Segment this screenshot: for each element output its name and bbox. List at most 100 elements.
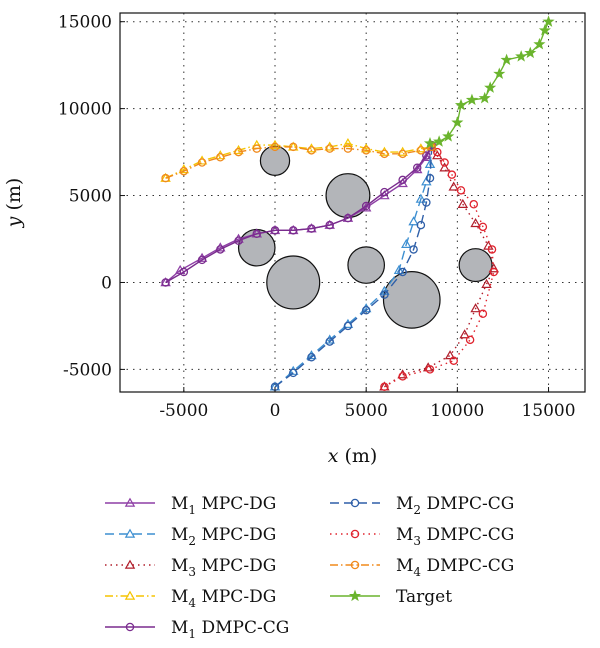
data-point	[380, 149, 389, 159]
legend-label-sub: 3	[188, 565, 196, 579]
obstacle-circle	[347, 246, 386, 284]
obstacle-circle	[237, 228, 276, 267]
legend-label-sub: 4	[413, 565, 421, 579]
data-point	[465, 335, 475, 345]
data-point	[481, 278, 492, 288]
data-point	[307, 224, 316, 233]
data-point	[398, 175, 407, 185]
data-point	[361, 146, 371, 155]
legend-label-m: M	[171, 494, 188, 514]
data-point	[306, 143, 317, 153]
data-point	[380, 290, 389, 299]
y-axis-var: y	[3, 216, 25, 228]
data-point	[470, 217, 481, 228]
data-point	[307, 146, 316, 155]
legend-label-m: M	[171, 618, 188, 638]
data-point	[470, 303, 481, 313]
legend-marker	[348, 589, 362, 602]
legend-label-suffix: Target	[396, 587, 452, 607]
data-point	[398, 149, 407, 159]
y-tick-label: 0	[101, 273, 112, 293]
data-point	[342, 137, 354, 148]
data-point	[440, 158, 449, 167]
data-point	[161, 278, 170, 287]
data-point	[423, 137, 437, 149]
legend-label-suffix: MPC-DG	[196, 525, 276, 545]
x-tick-label: 15000	[521, 401, 575, 421]
legend-label-suffix: DMPC-CG	[421, 494, 514, 514]
data-point	[442, 130, 455, 142]
series-line	[429, 21, 550, 145]
legend-label-sub: 4	[188, 596, 196, 610]
data-point	[234, 147, 243, 157]
data-point	[197, 255, 207, 265]
legend-label-m: M	[396, 494, 413, 514]
legend-label: M2 DMPC-CG	[396, 494, 514, 517]
legend-label-sub: 2	[188, 534, 196, 548]
data-point	[408, 216, 419, 226]
data-point	[456, 186, 466, 195]
x-tick-label: -5000	[159, 401, 208, 421]
legend-item: M4 MPC-DG	[105, 587, 276, 610]
data-point	[360, 143, 372, 153]
legend-label: Target	[396, 587, 452, 607]
legend-label: M4 DMPC-CG	[396, 556, 514, 579]
legend-marker	[124, 590, 136, 600]
data-point	[439, 162, 450, 172]
y-tick-label: 5000	[69, 187, 112, 207]
data-point	[270, 226, 280, 235]
data-point	[270, 142, 280, 152]
series	[160, 15, 555, 392]
legend-item: M3 MPC-DG	[105, 556, 276, 579]
data-point	[215, 150, 226, 160]
legend-label-suffix: DMPC-CG	[421, 525, 514, 545]
data-point	[422, 151, 431, 160]
legend-item: M3 DMPC-CG	[330, 525, 514, 548]
data-point	[538, 24, 551, 36]
legend-label-suffix: MPC-DG	[196, 556, 276, 576]
data-point	[449, 356, 458, 365]
data-point	[478, 91, 491, 104]
data-point	[484, 81, 497, 93]
data-point	[397, 146, 408, 156]
legend-label-m: M	[396, 525, 413, 545]
data-point	[179, 267, 189, 277]
data-point	[325, 220, 334, 230]
data-point	[216, 153, 225, 162]
data-point	[412, 163, 422, 172]
series-8	[423, 15, 555, 149]
y-tick-label: -5000	[63, 360, 112, 380]
series-line	[165, 142, 432, 179]
data-point	[457, 198, 469, 208]
data-point	[469, 199, 479, 209]
legend-label-suffix: DMPC-CG	[421, 556, 514, 576]
data-point	[487, 245, 497, 254]
data-point	[288, 226, 298, 235]
obstacle-circle	[259, 145, 291, 176]
data-point	[288, 368, 298, 378]
legend-marker	[350, 560, 360, 570]
plot-frame	[119, 12, 586, 393]
data-point	[397, 369, 408, 379]
data-point	[196, 155, 208, 165]
data-point	[269, 139, 281, 149]
legend-label: M3 MPC-DG	[171, 556, 276, 579]
legend-label-m: M	[171, 587, 188, 607]
legend-marker	[350, 498, 360, 508]
data-point	[542, 15, 555, 27]
x-axis-var: x	[328, 445, 339, 467]
x-tick-label: 0	[270, 401, 281, 421]
data-point	[409, 245, 418, 254]
data-point	[179, 166, 189, 176]
legend-item: M4 DMPC-CG	[330, 556, 514, 579]
data-point	[459, 329, 470, 339]
legend-marker	[124, 497, 136, 507]
data-point	[360, 303, 372, 313]
data-point	[416, 220, 426, 230]
data-point	[422, 362, 434, 372]
data-point	[343, 321, 353, 331]
data-point	[325, 337, 334, 346]
data-point	[252, 229, 262, 239]
obstacles	[237, 145, 493, 329]
data-point	[425, 173, 435, 183]
